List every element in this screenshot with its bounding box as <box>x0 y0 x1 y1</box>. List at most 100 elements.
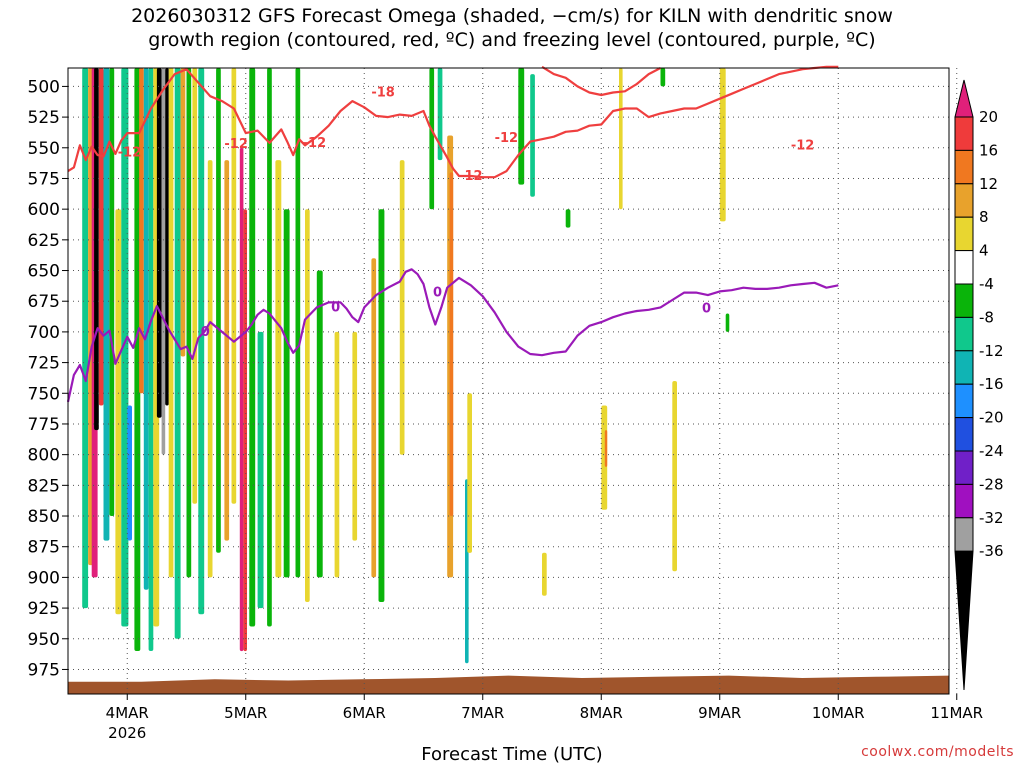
contour-label-1: -12 <box>224 137 248 152</box>
contour-label-9: 0 <box>433 286 442 301</box>
omega-cell-39 <box>352 331 358 541</box>
omega-cell-52 <box>565 209 571 228</box>
omega-cell-49 <box>518 68 525 185</box>
omega-cell-7 <box>115 209 122 615</box>
colorbar-label-9: -20 <box>979 409 1004 427</box>
colorbar-segment-11 <box>954 483 974 519</box>
omega-cell-17 <box>165 68 169 406</box>
omega-cell-18 <box>168 68 174 578</box>
omega-cell-3 <box>94 68 99 431</box>
omega-cell-32 <box>267 68 272 627</box>
omega-cell-31 <box>257 331 264 609</box>
omega-cell-27 <box>231 68 237 504</box>
colorbar-top-arrow <box>954 79 974 118</box>
contour-label-6: -18 <box>371 86 395 101</box>
omega-cell-0 <box>82 68 89 609</box>
omega-cell-29 <box>243 209 247 652</box>
y-tick-label-950: 950 <box>28 630 60 650</box>
contour-label-4: -12 <box>495 131 518 146</box>
colorbar-label-4: 4 <box>979 242 989 260</box>
omega-cell-4 <box>98 68 104 406</box>
omega-cell-58 <box>719 68 726 222</box>
omega-cell-48 <box>467 393 472 553</box>
omega-cell-10 <box>134 68 141 651</box>
y-tick-label-850: 850 <box>28 507 60 527</box>
y-tick-label-650: 650 <box>28 262 60 282</box>
colorbar-label-7: -12 <box>979 342 1004 360</box>
omega-cell-13 <box>148 68 154 651</box>
omega-cell-54 <box>604 430 608 467</box>
y-tick-label-825: 825 <box>28 476 60 496</box>
x-tick-label-1: 5MAR <box>224 704 267 722</box>
omega-cell-33 <box>275 160 282 578</box>
omega-cell-15 <box>156 68 162 418</box>
omega-cell-11 <box>139 68 144 394</box>
colorbar-segment-5 <box>954 283 974 318</box>
omega-cell-37 <box>316 270 323 578</box>
contour-label-10: 0 <box>702 302 711 317</box>
omega-cell-36 <box>305 209 310 602</box>
y-tick-label-875: 875 <box>28 538 60 558</box>
colorbar-label-10: -24 <box>979 442 1004 460</box>
omega-cell-30 <box>249 68 256 627</box>
grid-lines <box>68 68 958 694</box>
omega-cell-28 <box>239 147 244 652</box>
omega-cell-24 <box>207 160 213 578</box>
ground-fill <box>68 675 949 694</box>
contour-label-7: 0 <box>201 325 210 340</box>
omega-cell-50 <box>530 74 535 197</box>
omega-cell-41 <box>378 209 385 602</box>
y-tick-label-675: 675 <box>28 292 60 312</box>
y-tick-label-925: 925 <box>28 599 60 619</box>
colorbar-label-3: 8 <box>979 208 989 226</box>
colorbar-segment-3 <box>954 216 974 252</box>
y-tick-label-900: 900 <box>28 568 60 588</box>
contour-series-0 <box>66 268 839 403</box>
x-axis-title: Forecast Time (UTC) <box>421 744 603 765</box>
colorbar: 20 16 12 8 4 -4 -8 -12 -16 -20 -24 -28 -32 -36 <box>954 79 1004 691</box>
y-axis: 500 525 550 575 600 625 650 675 700 725 750 775 800 8… <box>28 77 68 680</box>
colorbar-bottom-arrow <box>954 550 974 691</box>
contour-label-0: -12 <box>118 146 141 161</box>
x-tick-sublabel: 2026 <box>108 724 146 742</box>
colorbar-label-11: -28 <box>979 475 1004 493</box>
colorbar-segment-0 <box>954 116 974 151</box>
y-tick-label-525: 525 <box>28 108 60 128</box>
colorbar-label-6: -8 <box>979 308 994 326</box>
colorbar-segment-7 <box>954 350 974 385</box>
colorbar-label-0: 20 <box>979 108 998 126</box>
omega-cell-12 <box>143 68 149 590</box>
x-tick-label-6: 10MAR <box>812 704 865 722</box>
omega-cell-56 <box>660 68 666 87</box>
colorbar-segment-4 <box>954 250 974 285</box>
omega-cell-25 <box>216 68 221 553</box>
omega-cell-55 <box>619 68 623 210</box>
y-tick-label-800: 800 <box>28 446 60 466</box>
colorbar-segment-10 <box>954 450 974 485</box>
omega-cell-40 <box>371 258 377 578</box>
x-axis: 4MAR 5MAR 6MAR 7MAR 8MAR 9MAR 10MAR 11MAR 2026 <box>106 694 983 742</box>
y-tick-label-750: 750 <box>28 384 60 404</box>
contour-label-8: 0 <box>331 300 340 315</box>
chart-title: 2026030312 GFS Forecast Omega (shaded, −… <box>0 4 1024 52</box>
colorbar-segment-8 <box>954 383 974 419</box>
colorbar-segment-1 <box>954 149 974 185</box>
x-tick-label-2: 6MAR <box>343 704 386 722</box>
contour-labels: -12 -12 -12 -12 -12 -12 -18 0 0 0 0 <box>118 86 815 340</box>
y-tick-label-600: 600 <box>28 200 60 220</box>
omega-cell-35 <box>295 68 301 578</box>
contour-label-5: -12 <box>791 138 815 153</box>
y-tick-label-575: 575 <box>28 169 60 189</box>
omega-cell-16 <box>161 68 166 455</box>
x-tick-label-7: 11MAR <box>930 704 983 722</box>
colorbar-segment-12 <box>954 517 974 552</box>
watermark-link[interactable]: coolwx.com/modelts <box>861 744 1014 760</box>
ground-surface <box>68 675 949 694</box>
chart-title-line1: 2026030312 GFS Forecast Omega (shaded, −… <box>131 5 893 27</box>
y-tick-label-975: 975 <box>28 660 60 680</box>
y-tick-label-725: 725 <box>28 354 60 374</box>
omega-cell-8 <box>121 68 129 627</box>
colorbar-segment-6 <box>954 316 974 352</box>
contour-series-2 <box>67 65 839 179</box>
